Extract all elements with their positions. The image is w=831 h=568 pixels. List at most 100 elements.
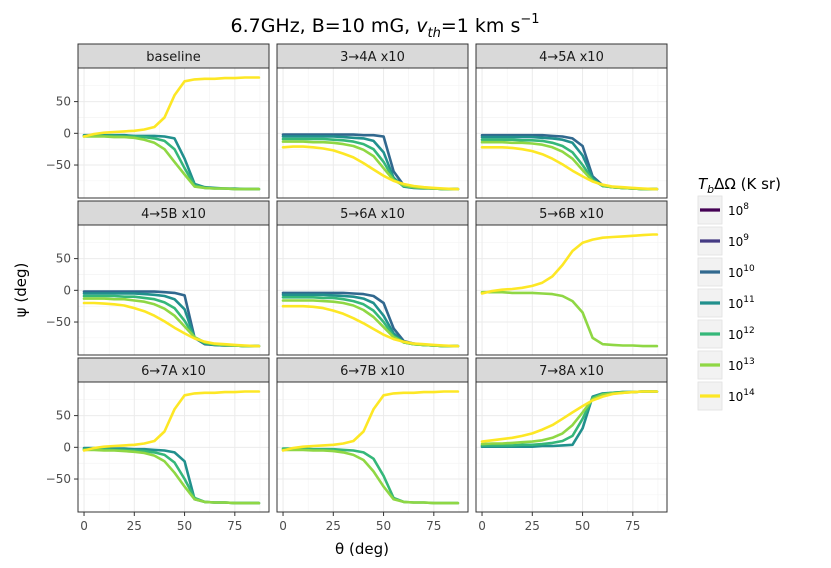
series-line [281, 304, 460, 348]
legend-label-base: 10 [728, 297, 743, 311]
facet-strip-label: baseline [146, 50, 200, 65]
chart-title-var-sub: th [428, 26, 441, 41]
x-tick-label: 50 [177, 519, 192, 533]
legend-title-var: T [698, 175, 709, 193]
y-tick-label: 0 [63, 283, 71, 297]
series-line [281, 448, 460, 505]
chart-title: 6.7GHz, B=10 mG, vth=1 km s−1 [230, 12, 539, 41]
legend-label-exponent: 9 [743, 233, 749, 243]
facet-strip-label: 3→4A x10 [340, 50, 405, 65]
legend-label-base: 10 [728, 328, 743, 342]
facet-panel: baseline 50 0 −50 [46, 43, 270, 199]
legend-entry: 1014 [697, 381, 755, 411]
facet-strip-label: 7→8A x10 [539, 364, 604, 379]
series-line [480, 233, 659, 295]
facet-strip-label: 4→5B x10 [141, 207, 206, 222]
x-tick-label: 50 [376, 519, 391, 533]
panel-border [276, 381, 469, 513]
facet-strip [276, 357, 469, 383]
facet-panel: 6→7A x10 50 0 −50 0 25 50 75 [46, 357, 270, 533]
y-tick-label: 50 [56, 409, 71, 423]
x-tick-label: 75 [426, 519, 441, 533]
legend-title: TbΔΩ (K sr) [698, 175, 781, 196]
legend-label-exponent: 11 [743, 295, 754, 305]
series-line [281, 390, 460, 452]
legend-label-exponent: 14 [743, 388, 755, 398]
panel-border [276, 67, 469, 199]
legend-label: 1012 [728, 326, 755, 342]
series-line [82, 390, 261, 452]
series-line [480, 390, 659, 443]
panel-border [475, 224, 668, 356]
facet-strip-label: 4→5A x10 [539, 50, 604, 65]
facet-strip-label: 6→7B x10 [340, 364, 405, 379]
legend-entry: 1011 [697, 288, 755, 318]
facet-strip [276, 200, 469, 226]
legend-entry: 109 [697, 226, 749, 256]
facet-strip [276, 43, 469, 69]
facet-panels: baseline 50 0 −50 3→4A x10 4→5A x10 4→5B x10 50… [46, 43, 668, 533]
y-tick-label: −50 [46, 158, 71, 172]
facet-panel: 5→6A x10 [276, 200, 469, 356]
x-tick-label: 0 [80, 519, 88, 533]
x-tick-label: 75 [625, 519, 640, 533]
facet-panel: 4→5A x10 [475, 43, 668, 199]
legend-entry: 1010 [697, 257, 755, 287]
series-line [82, 448, 261, 505]
facet-panel: 7→8A x10 0 25 50 75 [475, 357, 668, 533]
facet-strip [77, 43, 270, 69]
panel-border [276, 224, 469, 356]
chart-title-sup: −1 [520, 12, 539, 27]
facet-panel: 6→7B x10 0 25 50 75 [276, 357, 469, 533]
x-tick-label: 50 [575, 519, 590, 533]
facet-strip [77, 200, 270, 226]
legend-label: 108 [728, 202, 749, 218]
x-tick-label: 0 [279, 519, 287, 533]
x-tick-label: 25 [326, 519, 341, 533]
legend-label-base: 10 [728, 204, 743, 218]
chart-title-var: v [416, 15, 428, 37]
legend-entry: 1013 [697, 350, 755, 380]
series-line [82, 301, 261, 348]
legend-label-base: 10 [728, 235, 743, 249]
facet-strip [475, 357, 668, 383]
y-tick-label: −50 [46, 315, 71, 329]
legend-label-base: 10 [728, 359, 743, 373]
legend-entry: 1012 [697, 319, 755, 349]
legend-label: 1014 [728, 388, 755, 404]
facet-panel: 3→4A x10 [276, 43, 469, 199]
y-tick-label: 50 [56, 252, 71, 266]
legend-label-exponent: 8 [743, 202, 749, 212]
series-line [281, 145, 460, 191]
chart-title-prefix: 6.7GHz, B=10 mG, [230, 15, 416, 37]
legend-label: 1013 [728, 357, 755, 373]
facet-strip [77, 357, 270, 383]
legend-entry: 108 [697, 195, 749, 225]
y-axis-title: ψ (deg) [12, 263, 30, 318]
facet-panel: 5→6B x10 [475, 200, 668, 356]
series-line [480, 146, 659, 191]
x-tick-label: 0 [478, 519, 486, 533]
x-tick-label: 25 [525, 519, 540, 533]
facet-panel: 4→5B x10 50 0 −50 [46, 200, 270, 356]
y-tick-label: 0 [63, 440, 71, 454]
legend-title-rest: ΔΩ (K sr) [714, 175, 781, 193]
facet-strip-label: 6→7A x10 [141, 364, 206, 379]
legend-label-exponent: 13 [743, 357, 754, 367]
legend-label-base: 10 [728, 390, 743, 404]
series-line [82, 76, 261, 138]
chart-title-mid: =1 km s [441, 15, 521, 37]
facet-strip-label: 5→6B x10 [539, 207, 604, 222]
facet-strip [475, 43, 668, 69]
y-tick-label: 0 [63, 126, 71, 140]
panel-border [475, 67, 668, 199]
legend-label: 109 [728, 233, 749, 249]
series-line [82, 135, 261, 191]
x-tick-label: 25 [127, 519, 142, 533]
panel-border [475, 381, 668, 513]
legend-label: 1010 [728, 264, 755, 280]
x-axis-title: θ (deg) [335, 540, 389, 558]
x-tick-label: 75 [227, 519, 242, 533]
